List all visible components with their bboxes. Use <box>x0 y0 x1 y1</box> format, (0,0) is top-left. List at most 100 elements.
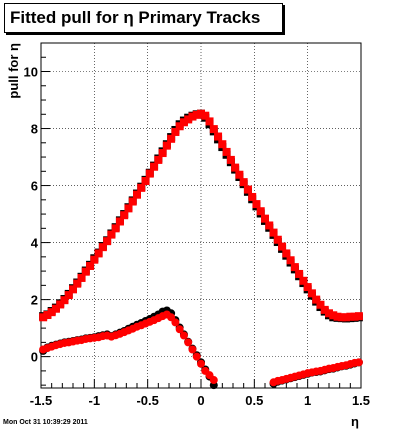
data-point <box>188 112 197 121</box>
data-point <box>69 285 77 294</box>
data-point <box>179 118 188 127</box>
data-point <box>47 308 56 317</box>
data-point <box>265 221 274 230</box>
data-point <box>175 122 184 131</box>
series-3 <box>39 310 363 387</box>
data-point <box>133 190 141 199</box>
x-tick-label: -1.5 <box>30 393 52 408</box>
x-tick-label: 1 <box>304 393 311 408</box>
data-point <box>346 312 355 321</box>
data-point <box>320 305 329 314</box>
data-point <box>205 117 214 126</box>
data-point <box>86 261 95 270</box>
data-point <box>342 313 351 322</box>
data-point <box>192 110 201 119</box>
x-tick-label: 0 <box>197 393 204 408</box>
data-point <box>175 325 184 334</box>
data-point <box>120 211 129 220</box>
data-point <box>295 269 304 278</box>
data-point <box>171 127 180 136</box>
data-point <box>64 291 73 300</box>
data-point <box>286 256 295 265</box>
data-point <box>192 352 201 361</box>
data-point <box>107 230 116 239</box>
data-point <box>81 267 90 276</box>
x-tick-label: 0.5 <box>245 393 263 408</box>
data-point <box>103 237 112 246</box>
data-point <box>73 279 82 288</box>
data-point <box>252 200 261 209</box>
data-point <box>329 311 338 320</box>
y-tick-label: 2 <box>31 293 38 308</box>
data-point <box>239 178 248 187</box>
data-point <box>39 313 48 322</box>
data-point <box>248 192 257 201</box>
y-tick-label: 0 <box>31 350 38 365</box>
data-point <box>243 185 252 194</box>
data-point <box>303 283 312 292</box>
x-tick-label: -0.5 <box>136 393 158 408</box>
data-point <box>184 338 193 347</box>
data-point <box>201 111 210 120</box>
y-axis-label: pull for η <box>6 43 21 99</box>
data-point <box>290 263 299 272</box>
data-point <box>316 300 325 309</box>
data-point <box>128 197 137 206</box>
data-point <box>278 242 287 251</box>
data-point <box>188 345 197 354</box>
data-point <box>222 147 231 156</box>
data-point <box>273 235 282 244</box>
data-point <box>312 295 321 304</box>
data-point <box>235 170 244 179</box>
y-tick-label: 10 <box>24 65 38 80</box>
data-point <box>299 276 308 285</box>
x-tick-label: -1 <box>89 393 101 408</box>
data-point <box>162 141 171 150</box>
data-point <box>214 132 223 141</box>
data-point <box>282 249 291 258</box>
data-point <box>354 312 363 321</box>
data-point <box>179 331 188 340</box>
data-point <box>137 183 146 192</box>
data-point <box>94 249 103 258</box>
data-point <box>307 289 316 298</box>
data-point <box>51 304 60 313</box>
chart-title: Fitted pull for η Primary Tracks <box>4 3 283 33</box>
data-point <box>209 125 218 134</box>
data-point <box>333 312 342 321</box>
series-1 <box>39 109 363 322</box>
data-point <box>150 162 159 171</box>
data-point <box>256 207 265 216</box>
data-point <box>56 300 65 309</box>
data-point <box>209 376 218 385</box>
data-point <box>337 313 346 322</box>
timestamp-footer: Mon Oct 31 10:39:29 2011 <box>3 419 88 426</box>
data-point <box>43 311 52 320</box>
data-point <box>60 296 69 305</box>
data-point <box>115 217 124 226</box>
y-tick-label: 4 <box>31 236 39 251</box>
data-point <box>98 243 107 252</box>
data-point <box>167 134 176 143</box>
data-point <box>354 358 363 367</box>
data-point <box>261 214 269 223</box>
data-point <box>111 224 120 233</box>
data-point <box>184 115 193 124</box>
data-point <box>154 155 163 164</box>
y-tick-label: 6 <box>31 179 38 194</box>
data-point <box>218 140 227 149</box>
data-point <box>197 359 205 368</box>
data-point <box>350 312 359 321</box>
data-point <box>77 273 86 282</box>
x-tick-label: 1.5 <box>352 393 370 408</box>
y-tick-label: 8 <box>31 122 38 137</box>
data-point <box>124 204 133 213</box>
x-axis-label: η <box>351 414 359 429</box>
data-point <box>90 255 99 264</box>
data-point <box>231 163 240 172</box>
data-point <box>197 109 205 118</box>
data-point <box>141 177 150 185</box>
data-point <box>226 155 235 164</box>
data-point <box>145 169 154 178</box>
